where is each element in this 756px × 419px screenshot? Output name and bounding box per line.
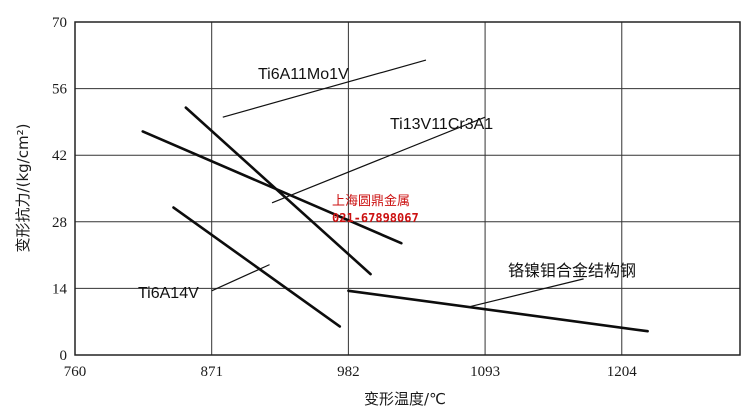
y-tick-label: 70 [52,15,67,31]
series-line-4 [347,289,649,333]
watermark-company: 上海圆鼎金属 [332,193,410,209]
leader-line-2 [271,116,486,204]
y-tick-label: 0 [60,348,68,364]
series-label-1: Ti6A11Mo1V [258,66,349,83]
x-axis-ticks: 760 871 982 1093 1204 [64,364,638,380]
x-tick-label: 1204 [607,364,638,380]
y-tick-label: 28 [52,215,67,231]
annotation-leaders [211,59,584,309]
x-tick-label: 871 [200,364,223,380]
leader-line-3 [211,264,270,292]
x-axis-title: 变形温度/℃ [364,390,446,408]
plot-frame [74,21,741,356]
y-axis-ticks: 0 14 28 42 56 70 [52,15,68,364]
leader-line-4 [466,278,584,309]
series-line-3 [172,206,342,328]
y-tick-label: 56 [52,82,68,98]
series-label-2: Ti13V11Cr3A1 [390,116,493,133]
x-tick-label: 982 [337,364,360,380]
y-tick-label: 42 [52,148,67,164]
y-tick-label: 14 [52,281,68,297]
series-label-4: 铬镍钼合金结构钢 [508,261,636,280]
y-axis-title: 变形抗力/(kg/cm²) [14,124,32,253]
grid [75,22,740,355]
x-tick-label: 760 [64,364,87,380]
series-line-2 [141,130,403,245]
series-labels: Ti6A11Mo1V Ti13V11Cr3A1 Ti6A14V 铬镍钼合金结构钢 [138,66,636,302]
series-label-3: Ti6A14V [138,285,199,302]
watermark-phone: 021-67898067 [332,211,419,225]
x-tick-label: 1093 [470,364,500,380]
series-lines [141,106,649,333]
leader-line-1 [222,59,427,118]
